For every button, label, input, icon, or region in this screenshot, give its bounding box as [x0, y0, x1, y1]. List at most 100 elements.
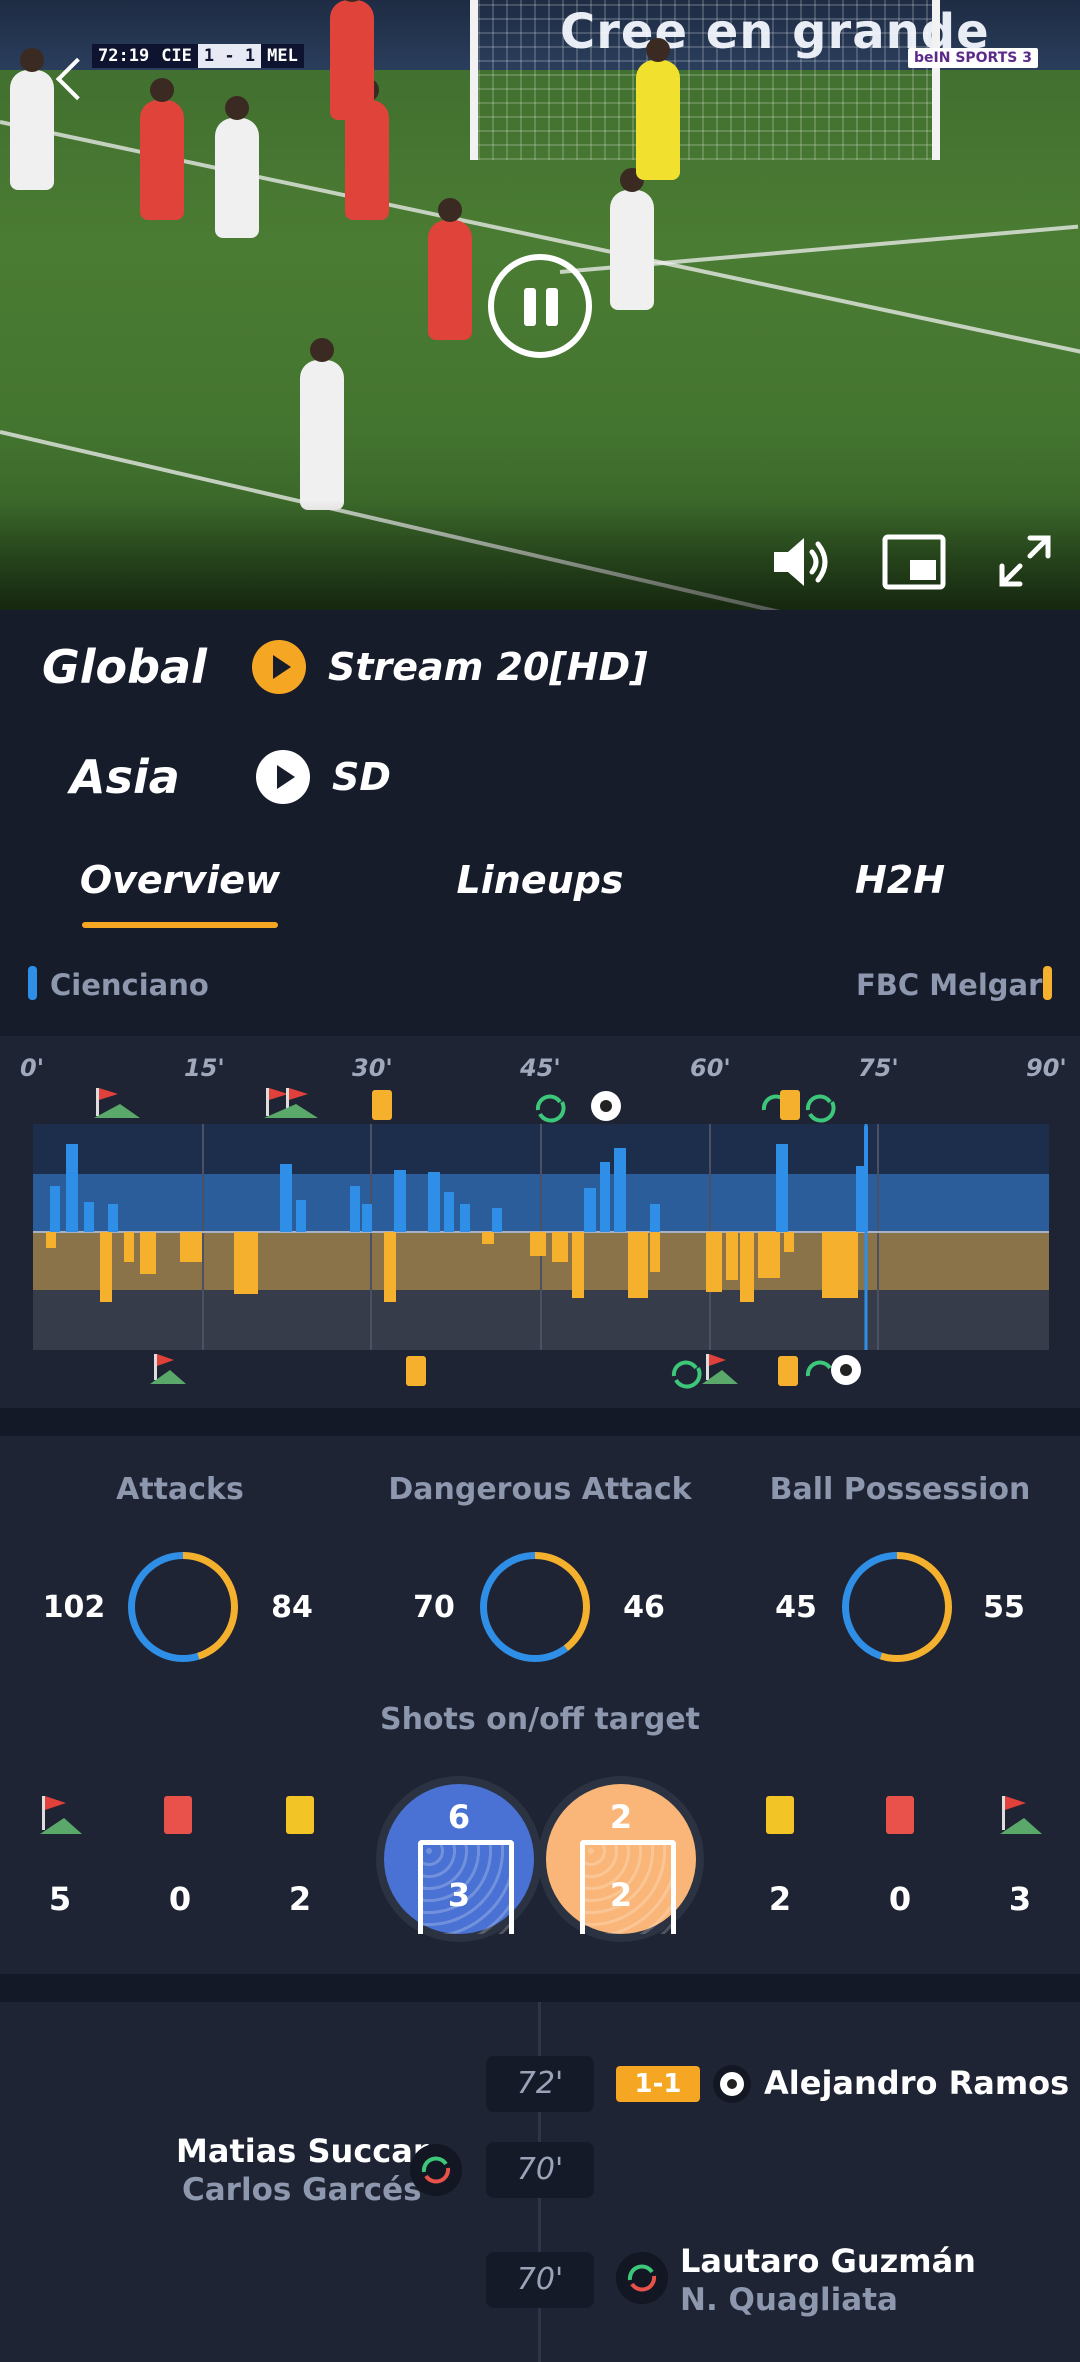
- player-figure: [330, 0, 374, 120]
- home-color-bar: [28, 966, 37, 1000]
- home-shots-badge: 6 3: [384, 1784, 534, 1934]
- dangerous-away: 46: [623, 1590, 665, 1625]
- stream-region: Asia: [70, 750, 180, 804]
- tick-label: 75': [858, 1054, 899, 1082]
- home-team-name: Cienciano: [50, 968, 209, 1002]
- event-minute: 72': [486, 2056, 594, 2112]
- away-color-bar: [1043, 966, 1052, 1000]
- pause-icon[interactable]: [488, 254, 592, 358]
- away-shots-on: 2: [609, 1798, 633, 1836]
- home-yellow: 2: [288, 1880, 312, 1918]
- scorebug: 72:19 CIE 1 - 1 MEL: [92, 42, 304, 70]
- match-clock: 72:19: [92, 44, 156, 68]
- dangerous-ring: [480, 1552, 590, 1662]
- stream-option-asia[interactable]: Asia SD: [70, 750, 391, 804]
- controls-bar: [0, 500, 1080, 610]
- player-figure: [300, 338, 344, 510]
- substitution-icon: [535, 1094, 566, 1123]
- stream-region: Global: [42, 640, 207, 694]
- attacks-ring: [128, 1552, 238, 1662]
- goal-ball-icon: [713, 2065, 751, 2103]
- goalkeeper-figure: [636, 38, 680, 180]
- substitution-icon: [410, 2144, 462, 2196]
- goal-score-badge: 1-1: [616, 2066, 700, 2102]
- home-abbr: CIE: [155, 44, 198, 68]
- away-red: 0: [888, 1880, 912, 1918]
- sub-player-out: N. Quagliata: [680, 2282, 898, 2318]
- stat-title-attacks: Attacks: [116, 1472, 244, 1507]
- yellow-card-icon: [286, 1796, 314, 1834]
- stream-label: SD: [332, 755, 391, 799]
- away-shots-off: 2: [609, 1876, 633, 1914]
- pip-icon[interactable]: [882, 534, 946, 590]
- channel-logo: beIN SPORTS 3: [908, 48, 1038, 68]
- corner-flag-icon: [264, 1088, 318, 1118]
- match-timeline[interactable]: 0' 15' 30' 45' 60' 75' 90': [0, 1036, 1080, 1408]
- corner-flag-icon: [150, 1354, 186, 1384]
- possession-away: 55: [983, 1590, 1025, 1625]
- player-figure: [610, 168, 654, 310]
- yellow-card-icon: [406, 1356, 426, 1386]
- goal-scorer: Alejandro Ramos: [764, 2064, 1070, 2102]
- goal-net-icon: [418, 1840, 514, 1934]
- attacks-away: 84: [271, 1590, 313, 1625]
- goal-net: [470, 0, 940, 160]
- home-red: 0: [168, 1880, 192, 1918]
- shots-title: Shots on/off target: [379, 1702, 701, 1737]
- player-figure: [215, 96, 259, 238]
- goal-net-icon: [580, 1840, 676, 1934]
- attacks-home: 102: [42, 1590, 106, 1625]
- player-figure: [428, 198, 472, 340]
- video-player[interactable]: Cree en grande 72:19 CIE 1 - 1 MEL beIN …: [0, 0, 1080, 610]
- possession-home: 45: [775, 1590, 817, 1625]
- yellow-card-icon: [780, 1090, 800, 1120]
- tick-label: 60': [690, 1054, 731, 1082]
- active-tab-indicator: [82, 922, 278, 928]
- possession-ring: [842, 1552, 952, 1662]
- sub-player-in: Lautaro Guzmán: [680, 2242, 976, 2280]
- yellow-card-icon: [372, 1090, 392, 1120]
- tick-label: 30': [352, 1054, 393, 1082]
- corner-flag-icon: [40, 1796, 82, 1834]
- play-icon: [256, 750, 310, 804]
- substitution-icon: [616, 2252, 668, 2304]
- tick-label: 15': [184, 1054, 225, 1082]
- volume-icon[interactable]: [770, 532, 834, 592]
- player-figure: [140, 78, 184, 220]
- corner-flag-icon: [1000, 1796, 1042, 1834]
- tab-overview[interactable]: Overview: [79, 858, 281, 902]
- away-yellow: 2: [768, 1880, 792, 1918]
- home-shots-off: 3: [447, 1876, 471, 1914]
- away-abbr: MEL: [261, 44, 304, 68]
- dangerous-home: 70: [413, 1590, 455, 1625]
- player-figure: [10, 48, 54, 190]
- stat-title-possession: Ball Possession: [769, 1472, 1031, 1507]
- yellow-card-icon: [766, 1796, 794, 1834]
- stream-label: Stream 20[HD]: [328, 645, 648, 689]
- section-divider: [0, 1408, 1080, 1438]
- score: 1 - 1: [197, 44, 262, 68]
- section-divider: [0, 1974, 1080, 2004]
- away-shots-badge: 2 2: [546, 1784, 696, 1934]
- event-minute: 70': [486, 2252, 594, 2308]
- play-icon: [252, 640, 306, 694]
- fullscreen-icon[interactable]: [996, 532, 1054, 590]
- events-list: 72' 1-1 Alejandro Ramos 70' Matias Succa…: [0, 2002, 1080, 2362]
- away-team-name: FBC Melgar: [856, 968, 1043, 1002]
- sub-player-out: Carlos Garcés: [182, 2172, 422, 2208]
- tick-label: 45': [520, 1054, 561, 1082]
- red-card-icon: [164, 1796, 192, 1834]
- home-shots-on: 6: [447, 1798, 471, 1836]
- event-minute: 70': [486, 2142, 594, 2198]
- stats-panel: [0, 1436, 1080, 1976]
- red-card-icon: [886, 1796, 914, 1834]
- home-corners: 5: [48, 1880, 72, 1918]
- away-corners: 3: [1008, 1880, 1032, 1918]
- tab-h2h[interactable]: H2H: [854, 858, 946, 902]
- tick-label: 0': [20, 1054, 45, 1082]
- momentum-chart: [33, 1088, 1049, 1389]
- sub-player-in: Matias Succar: [176, 2132, 429, 2170]
- stream-option-global[interactable]: Global Stream 20[HD]: [42, 640, 647, 694]
- tick-label: 90': [1026, 1054, 1067, 1082]
- tab-lineups[interactable]: Lineups: [456, 858, 624, 902]
